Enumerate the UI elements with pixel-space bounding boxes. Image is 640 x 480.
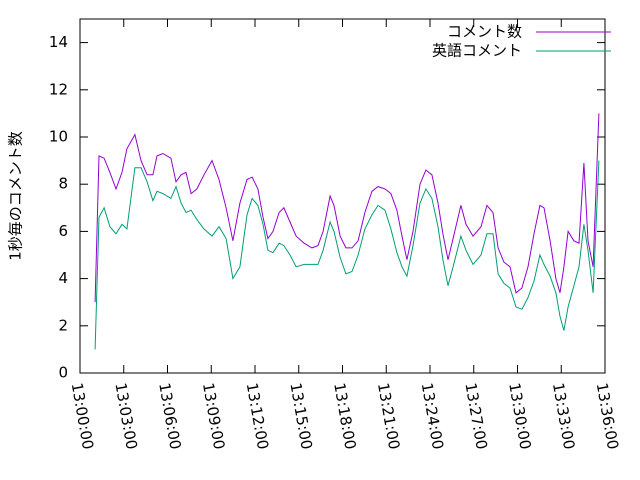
x-tick-label: 13:06:00 [155, 381, 184, 450]
legend-label: コメント数 [447, 23, 522, 41]
y-tick-label: 0 [58, 364, 68, 382]
x-tick-label: 13:09:00 [199, 381, 228, 450]
x-tick-label: 13:18:00 [330, 381, 359, 450]
series-line [94, 160, 600, 350]
x-tick-label: 13:21:00 [374, 381, 403, 450]
y-axis-label: 1秒毎のコメント数 [7, 131, 25, 261]
y-tick-label: 6 [58, 222, 68, 240]
plot-frame [79, 18, 606, 374]
x-tick-label: 13:12:00 [243, 381, 272, 450]
series-line [94, 113, 600, 303]
x-tick-label: 13:30:00 [505, 381, 534, 450]
y-tick-label: 8 [58, 175, 68, 193]
y-tick-label: 12 [49, 80, 68, 98]
y-tick-label: 2 [58, 316, 68, 334]
x-tick-label: 13:03:00 [111, 381, 140, 450]
x-tick-label: 13:00:00 [68, 381, 97, 450]
x-tick-label: 13:36:00 [593, 381, 622, 450]
y-tick-label: 4 [58, 269, 68, 287]
legend-label: 英語コメント [432, 42, 522, 60]
y-tick-label: 14 [49, 33, 68, 51]
x-tick-label: 13:24:00 [418, 381, 447, 450]
x-tick-label: 13:15:00 [286, 381, 315, 450]
y-tick-label: 10 [49, 128, 68, 146]
x-tick-label: 13:33:00 [549, 381, 578, 450]
x-tick-label: 13:27:00 [461, 381, 490, 450]
